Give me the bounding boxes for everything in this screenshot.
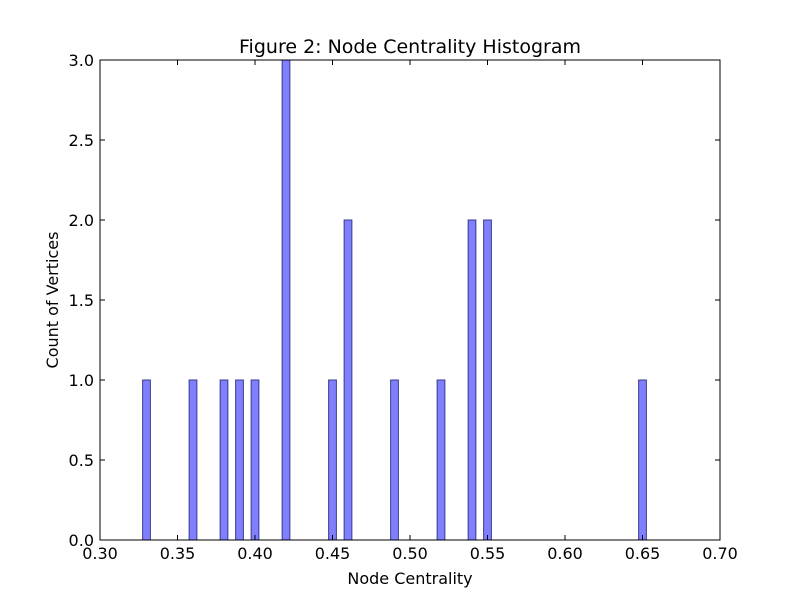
x-tick-label: 0.50 xyxy=(392,544,428,563)
histogram-bar xyxy=(235,379,244,541)
chart-title: Figure 2: Node Centrality Histogram xyxy=(239,36,581,58)
y-tick-label: 2.5 xyxy=(69,131,94,150)
x-tick-label: 0.30 xyxy=(82,544,118,563)
histogram-bar xyxy=(638,379,647,541)
x-axis-label: Node Centrality xyxy=(347,569,472,588)
y-tick-label: 2.0 xyxy=(69,211,94,230)
histogram-bar xyxy=(483,219,492,541)
histogram-bar xyxy=(142,379,151,541)
x-tick-label: 0.70 xyxy=(702,544,738,563)
histogram-bar xyxy=(219,379,229,541)
x-tick-label: 0.35 xyxy=(160,544,196,563)
plot-frame xyxy=(99,59,721,541)
x-tick-label: 0.55 xyxy=(470,544,506,563)
y-tick-label: 0.5 xyxy=(69,451,94,470)
histogram-bar xyxy=(281,59,291,541)
y-tick-label: 0.0 xyxy=(69,531,94,550)
y-tick-label: 1.0 xyxy=(69,371,94,390)
histogram-bar xyxy=(343,219,353,541)
histogram-bar xyxy=(328,379,337,541)
x-tick-label: 0.45 xyxy=(315,544,351,563)
x-tick-label: 0.65 xyxy=(625,544,661,563)
histogram-bar xyxy=(467,219,477,541)
y-tick-label: 3.0 xyxy=(69,51,94,70)
histogram-bar xyxy=(390,379,399,541)
x-tick-label: 0.60 xyxy=(547,544,583,563)
histogram-bar xyxy=(436,379,446,541)
x-tick-label: 0.40 xyxy=(237,544,273,563)
histogram-bar xyxy=(188,379,198,541)
histogram-bar xyxy=(250,379,260,541)
y-tick-label: 1.5 xyxy=(69,291,94,310)
bars-group xyxy=(142,59,647,541)
y-axis-label: Count of Vertices xyxy=(43,232,62,369)
